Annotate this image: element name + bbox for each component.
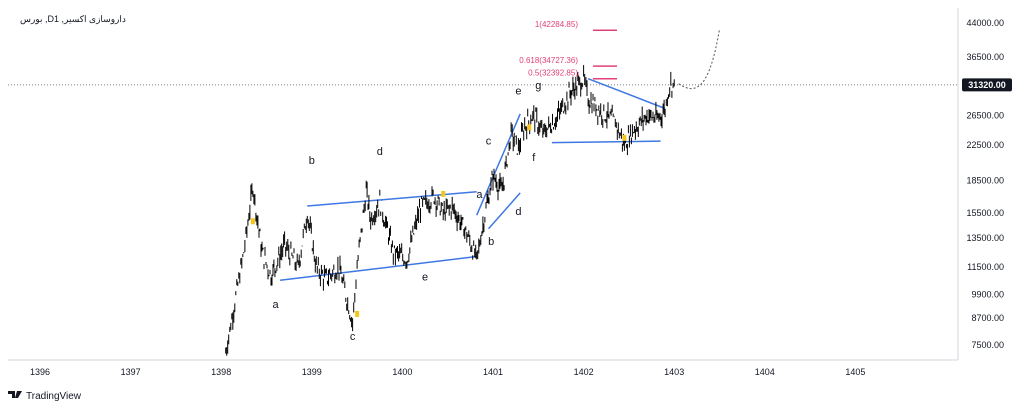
x-tick-label: 1398 [211,367,231,377]
fib-target-label: 0.5(32392.85) [528,69,578,78]
y-tick-label: 8700.00 [971,313,1004,323]
wave-label: c [486,135,492,147]
x-tick-label: 1404 [755,367,775,377]
x-tick-label: 1400 [392,367,412,377]
x-tick-label: 1405 [845,367,865,377]
tradingview-logo-text: TradingView [26,391,82,402]
wave-label: g [535,80,541,92]
marker-dot [355,310,360,317]
current-price-label: 31320.00 [968,80,1006,90]
y-tick-label: 11500.00 [967,262,1004,272]
y-axis-ticks: 44000.00 36500.00 26500.00 22500.00 18500.00… [966,18,1004,350]
trendline[interactable] [487,192,521,230]
trendline[interactable] [551,140,661,144]
price-series [225,65,675,356]
y-tick-label: 22500.00 [966,140,1004,150]
markers [250,124,627,317]
fib-target-label: 1(42284.85) [535,20,578,29]
wave-labels: a b c d e a b c d e f g [273,80,542,343]
wave-label: e [515,86,521,98]
tradingview-logo-icon [8,391,22,398]
trendline[interactable] [587,78,666,110]
y-tick-label: 15500.00 [966,208,1004,218]
marker-dot [622,134,627,141]
wave-label: d [515,206,521,218]
trendline[interactable] [307,191,477,207]
x-tick-label: 1401 [483,367,503,377]
current-price-tag: 31320.00 [962,78,1012,92]
fib-target-label: 0.618(34727.36) [519,56,578,65]
y-tick-label: 7500.00 [971,340,1004,350]
x-tick-label: 1396 [30,367,50,377]
marker-dot [250,218,255,225]
x-tick-label: 1402 [574,367,594,377]
wave-label: d [377,146,383,158]
marker-dot [441,190,446,197]
x-tick-label: 1403 [664,367,684,377]
wave-label: f [532,152,536,164]
trendline[interactable] [280,255,477,282]
marker-dot [527,124,532,131]
trendline[interactable] [476,113,521,216]
tradingview-logo[interactable]: TradingView [8,391,82,402]
x-tick-label: 1397 [121,367,141,377]
wave-label: b [309,155,315,167]
y-tick-label: 36500.00 [966,52,1004,62]
trendlines [280,78,666,282]
wave-label: c [350,331,356,343]
y-tick-label: 26500.00 [966,110,1004,120]
wave-label: a [273,299,280,311]
y-tick-label: 18500.00 [966,176,1004,186]
wave-label: a [476,189,483,201]
wave-label: b [488,236,494,248]
fib-targets: 1(42284.85) 0.618(34727.36) 0.5(32392.85) [519,20,617,80]
x-axis-ticks: 1396 1397 1398 1399 1400 1401 1402 1403 1404 1405 [30,367,865,377]
y-tick-label: 44000.00 [966,18,1004,28]
y-tick-label: 9900.00 [971,290,1004,300]
wave-label: e [422,271,428,283]
chart-title: بورس ,Dداروسازی اکسیر, 1 [20,14,126,25]
dotted-projection [678,29,720,89]
y-tick-label: 13500.00 [966,233,1004,243]
x-tick-label: 1399 [302,367,322,377]
